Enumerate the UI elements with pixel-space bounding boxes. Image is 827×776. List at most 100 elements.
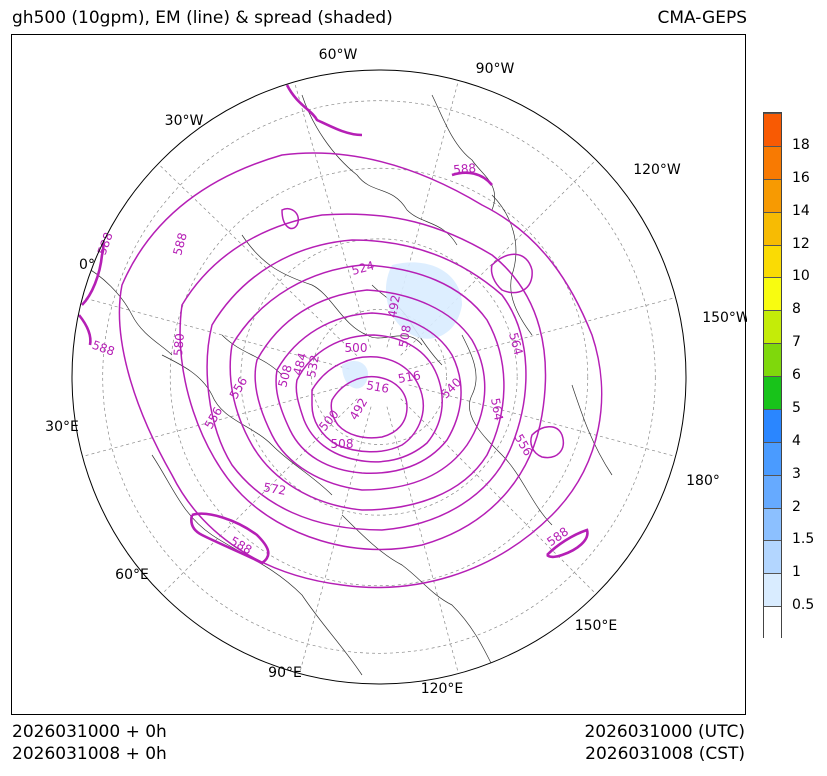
longitude-labels: 60°W 90°W 30°W 120°W 0° 150°W 30°E 180° 60°E 150°… <box>45 47 747 697</box>
meridian-line <box>157 163 358 356</box>
colorbar-segment <box>764 441 781 475</box>
contour-label: 492 <box>347 396 371 423</box>
longitude-label: 120°W <box>633 162 681 178</box>
meridian-line <box>386 406 459 674</box>
model-name: CMA-GEPS <box>657 8 747 28</box>
contour-line <box>530 426 564 459</box>
colorbar-segment <box>764 474 781 508</box>
colorbar-level-label: 6 <box>792 367 801 383</box>
colorbar-level-label: 0.5 <box>792 597 815 614</box>
meridian-line <box>82 384 350 457</box>
longitude-label: 90°E <box>268 665 302 681</box>
contour-line <box>179 213 547 551</box>
colorbar-segment <box>764 606 781 639</box>
graticule <box>82 80 676 674</box>
latitude-circle <box>102 100 656 654</box>
contour-line <box>77 314 92 346</box>
contour-label: 516 <box>397 368 422 386</box>
colorbar-segment <box>764 277 781 311</box>
contour-label: 588 <box>170 231 189 257</box>
contour-line <box>285 84 363 137</box>
contour-label: 484 <box>290 351 309 377</box>
meridian-line <box>408 384 676 457</box>
contour-line <box>229 264 505 511</box>
contour-label: 556 <box>202 405 226 432</box>
colorbar-segment <box>764 113 781 146</box>
contour-label: 508 <box>396 324 414 349</box>
colorbar-level-label: 2 <box>792 498 801 515</box>
contour-label: 508 <box>275 363 294 389</box>
contour-line <box>295 334 443 463</box>
init-time-cst: 2026031008 + 0h <box>12 744 167 764</box>
colorbar-segment <box>764 540 781 574</box>
contour-label: 588 <box>453 161 477 177</box>
contour-label: 564 <box>506 331 525 357</box>
contour-lines <box>77 84 603 589</box>
contour-line <box>118 152 603 589</box>
latitude-circle <box>311 309 447 445</box>
meridian-line <box>386 80 459 348</box>
colorbar-level-label: 18 <box>792 136 810 153</box>
contour-line <box>451 171 493 186</box>
meridian-line <box>82 297 350 370</box>
longitude-label: 180° <box>686 473 720 489</box>
contour-line <box>254 289 486 491</box>
contour-line <box>490 253 533 294</box>
contour-label: 580 <box>171 333 187 357</box>
colorbar-level-label: 4 <box>792 432 801 449</box>
contour-label: 524 <box>350 258 376 277</box>
colorbar-level-label: 12 <box>792 235 810 252</box>
latitude-circle <box>169 167 589 587</box>
colorbar-level-label: 5 <box>792 399 801 416</box>
contour-label: 492 <box>385 294 403 319</box>
contour-label: 508 <box>331 437 354 451</box>
longitude-label: 60°W <box>319 47 358 63</box>
contour-line <box>330 375 408 439</box>
colorbar-segment <box>764 573 781 607</box>
contour-line <box>275 312 462 474</box>
colorbar-segment <box>764 244 781 278</box>
contour-label: 516 <box>365 378 390 396</box>
meridian-line <box>408 297 676 370</box>
meridian-line <box>400 159 597 356</box>
contour-label: 500 <box>345 341 368 355</box>
contour-label: 572 <box>262 480 287 498</box>
longitude-label: 30°W <box>165 113 204 129</box>
valid-time-utc: 2026031000 (UTC) <box>584 722 745 742</box>
colorbar-level-label: 1 <box>792 564 801 581</box>
colorbar-level-label: 16 <box>792 169 810 186</box>
colorbar-segment <box>764 211 781 245</box>
colorbar-level-label: 8 <box>792 301 801 318</box>
latitude-circle <box>240 238 518 516</box>
longitude-label: 150°E <box>575 618 618 634</box>
colorbar-level-label: 3 <box>792 465 801 482</box>
meridian-line <box>161 398 358 595</box>
colorbar-segment <box>764 178 781 212</box>
meridian-line <box>400 398 597 595</box>
colorbar-level-label: 7 <box>792 334 801 351</box>
colorbar-level-label: 1.5 <box>792 531 815 548</box>
longitude-label: 90°W <box>476 61 515 77</box>
contour-line <box>206 239 527 531</box>
init-time-utc: 2026031000 + 0h <box>12 722 167 742</box>
longitude-label: 0° <box>79 257 95 273</box>
colorbar-segment <box>764 343 781 376</box>
contour-label: 532 <box>304 354 322 379</box>
meridian-line <box>299 406 372 674</box>
colorbar-level-label: 10 <box>792 268 810 285</box>
map-boundary <box>71 69 687 685</box>
contour-line <box>311 356 424 453</box>
longitude-label: 150°W <box>702 310 747 326</box>
longitude-label: 30°E <box>45 419 79 435</box>
longitude-label: 60°E <box>115 567 149 583</box>
colorbar-segment <box>764 408 781 442</box>
colorbar-segment <box>764 310 781 344</box>
contour-label: 564 <box>488 397 506 422</box>
contour-line <box>190 512 270 565</box>
map-title: gh500 (10gpm), EM (line) & spread (shade… <box>12 8 393 28</box>
colorbar-segment <box>764 507 781 541</box>
contour-line <box>546 528 589 559</box>
map-frame: 588 588 588 588 588 588 580 572 564 564 556 556 556 5… <box>11 34 747 716</box>
